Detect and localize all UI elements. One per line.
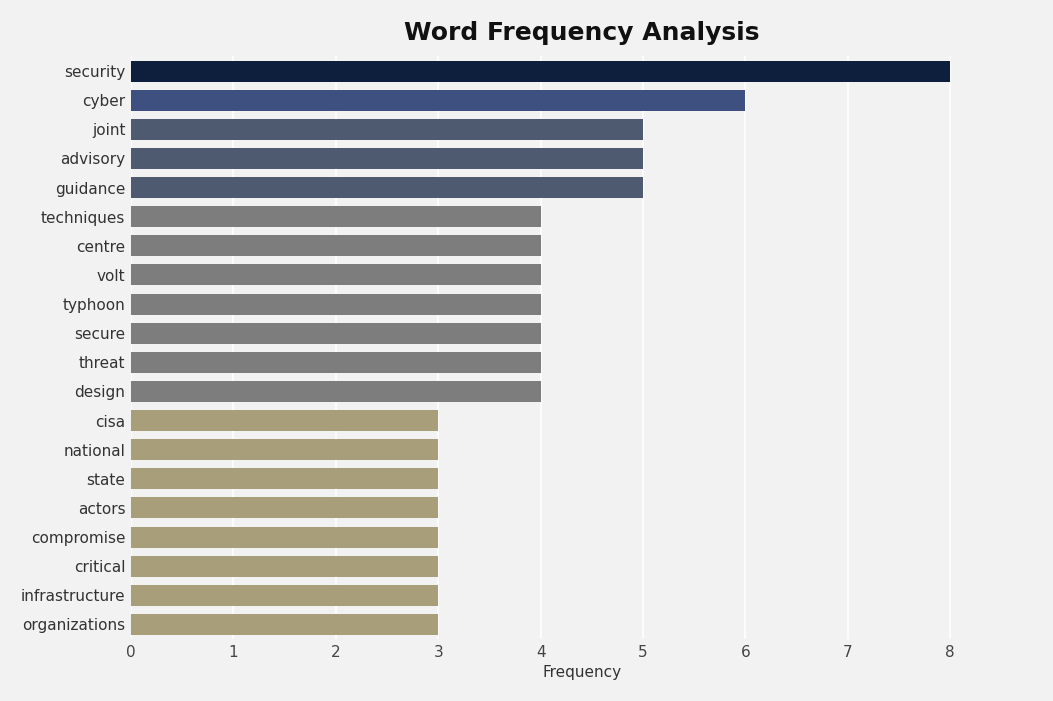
Bar xyxy=(131,585,438,606)
Bar xyxy=(131,148,643,169)
Bar xyxy=(131,381,540,402)
Bar xyxy=(131,90,746,111)
Bar xyxy=(131,526,438,547)
Bar xyxy=(131,440,438,461)
Bar xyxy=(131,60,950,81)
Bar xyxy=(131,119,643,139)
Bar xyxy=(131,206,540,227)
Bar xyxy=(131,352,540,373)
Bar xyxy=(131,236,540,257)
Bar xyxy=(131,177,643,198)
Title: Word Frequency Analysis: Word Frequency Analysis xyxy=(404,21,759,45)
Bar xyxy=(131,614,438,635)
X-axis label: Frequency: Frequency xyxy=(542,665,621,680)
Bar xyxy=(131,294,540,315)
Bar xyxy=(131,468,438,489)
Bar xyxy=(131,498,438,519)
Bar xyxy=(131,410,438,431)
Bar xyxy=(131,322,540,343)
Bar xyxy=(131,264,540,285)
Bar xyxy=(131,556,438,577)
